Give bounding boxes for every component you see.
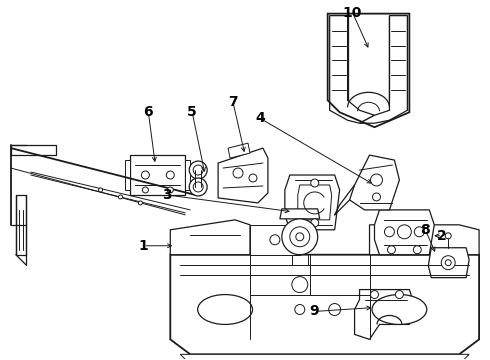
Circle shape [249, 174, 257, 182]
Circle shape [193, 182, 203, 192]
Circle shape [138, 201, 143, 205]
Circle shape [290, 227, 310, 247]
Circle shape [370, 174, 383, 186]
Polygon shape [180, 354, 469, 360]
Text: 10: 10 [343, 6, 362, 20]
Text: 1: 1 [139, 239, 148, 253]
Circle shape [441, 256, 455, 270]
Circle shape [385, 227, 394, 237]
Polygon shape [330, 15, 374, 123]
Ellipse shape [197, 294, 252, 324]
Circle shape [311, 179, 319, 187]
Polygon shape [171, 220, 250, 255]
Circle shape [445, 260, 451, 266]
Circle shape [189, 178, 207, 196]
Polygon shape [171, 255, 479, 354]
Text: 3: 3 [163, 188, 172, 202]
Polygon shape [374, 210, 434, 255]
Text: 9: 9 [309, 305, 318, 319]
Circle shape [414, 246, 421, 254]
Text: 4: 4 [255, 111, 265, 125]
Circle shape [270, 235, 280, 245]
Circle shape [445, 233, 451, 239]
Circle shape [295, 305, 305, 315]
Circle shape [397, 225, 412, 239]
Circle shape [329, 303, 341, 315]
Polygon shape [304, 263, 312, 271]
Polygon shape [280, 209, 319, 219]
Text: 8: 8 [420, 223, 430, 237]
Circle shape [167, 187, 173, 193]
Circle shape [296, 233, 304, 241]
Circle shape [193, 165, 203, 175]
Circle shape [292, 276, 308, 293]
Polygon shape [218, 148, 268, 203]
Circle shape [142, 171, 149, 179]
Circle shape [143, 187, 148, 193]
Circle shape [233, 168, 243, 178]
Polygon shape [185, 160, 190, 190]
Polygon shape [360, 15, 407, 123]
Polygon shape [369, 225, 479, 255]
Polygon shape [130, 155, 185, 195]
Circle shape [119, 195, 122, 199]
Polygon shape [288, 263, 296, 271]
Text: 7: 7 [228, 95, 238, 109]
Polygon shape [349, 155, 399, 210]
Polygon shape [355, 289, 415, 339]
Polygon shape [11, 145, 56, 155]
Circle shape [282, 219, 318, 255]
Text: 5: 5 [187, 105, 197, 119]
Polygon shape [298, 185, 332, 220]
Circle shape [189, 161, 207, 179]
Circle shape [166, 171, 174, 179]
Circle shape [388, 246, 395, 254]
Circle shape [415, 227, 424, 237]
Circle shape [370, 291, 378, 298]
Text: 2: 2 [438, 229, 447, 243]
Circle shape [372, 193, 380, 201]
Circle shape [395, 291, 403, 298]
Polygon shape [16, 195, 26, 255]
Polygon shape [228, 143, 250, 158]
Ellipse shape [372, 294, 427, 324]
Polygon shape [428, 248, 469, 278]
Circle shape [311, 219, 319, 227]
Polygon shape [285, 175, 340, 230]
Text: 6: 6 [144, 105, 153, 119]
Circle shape [98, 188, 102, 192]
Polygon shape [250, 225, 300, 255]
Polygon shape [125, 160, 130, 190]
